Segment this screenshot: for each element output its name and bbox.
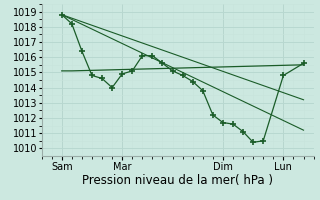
X-axis label: Pression niveau de la mer( hPa ): Pression niveau de la mer( hPa ) <box>82 174 273 187</box>
